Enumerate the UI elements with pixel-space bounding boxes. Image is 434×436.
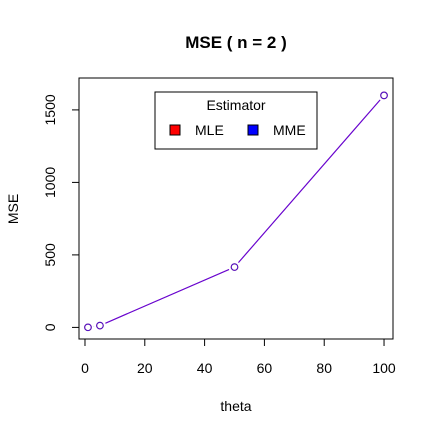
legend-title: Estimator: [206, 97, 265, 113]
x-tick-label: 100: [372, 360, 396, 376]
x-tick-label: 0: [81, 360, 89, 376]
y-tick-label: 1500: [42, 94, 58, 125]
legend: Estimator MLE MME: [154, 91, 318, 150]
y-axis-label: MSE: [5, 194, 21, 224]
chart-title: MSE ( n = 2 ): [185, 33, 287, 52]
series-mme: [84, 91, 388, 332]
legend-swatch-mme: [247, 124, 259, 136]
legend-label-mle: MLE: [195, 122, 224, 138]
x-tick-label: 20: [137, 360, 153, 376]
y-tick-label: 1000: [42, 167, 58, 198]
y-axis: 0 500 1000 1500: [42, 94, 80, 331]
x-tick-label: 40: [197, 360, 213, 376]
series-layer: [84, 91, 388, 332]
x-axis: 0 20 40 60 80 100: [81, 338, 396, 376]
y-tick-label: 0: [42, 323, 58, 331]
series-mme-segment: [238, 99, 381, 263]
x-tick-label: 60: [257, 360, 273, 376]
series-mme-segment: [105, 268, 230, 324]
legend-box: [154, 91, 318, 150]
legend-swatch-mle: [169, 124, 181, 136]
series-mme-point: [84, 323, 92, 332]
series-mme-point: [96, 321, 104, 330]
y-tick-label: 500: [42, 243, 58, 267]
x-tick-label: 80: [316, 360, 332, 376]
series-mme-point: [380, 91, 388, 100]
legend-label-mme: MME: [273, 122, 306, 138]
series-mme-point: [230, 263, 239, 271]
x-axis-label: theta: [220, 398, 251, 414]
